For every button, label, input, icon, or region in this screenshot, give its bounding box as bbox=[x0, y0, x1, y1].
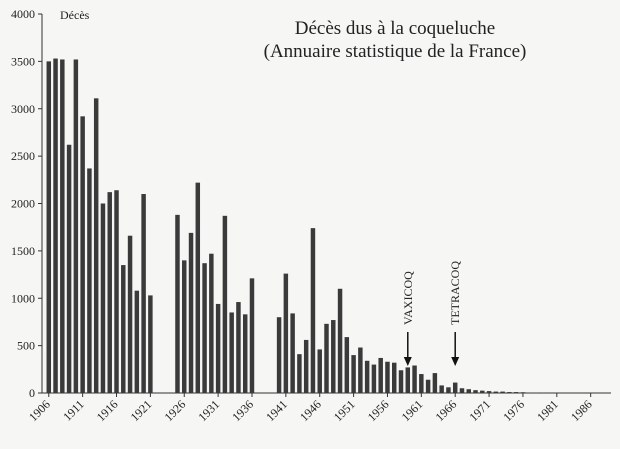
bar bbox=[249, 278, 255, 393]
bar bbox=[412, 365, 417, 393]
bar bbox=[303, 339, 309, 393]
annotation: VAXICOQ bbox=[401, 271, 415, 325]
y-tick-label: 500 bbox=[17, 339, 35, 353]
bar bbox=[344, 337, 350, 393]
bar bbox=[480, 390, 485, 393]
bar bbox=[378, 357, 383, 393]
bar bbox=[405, 367, 411, 393]
bar bbox=[209, 253, 214, 393]
chart-subtitle: (Annuaire statistique de la France) bbox=[264, 41, 527, 62]
y-axis-label: Décès bbox=[60, 8, 90, 22]
y-tick-label: 1000 bbox=[11, 291, 35, 305]
bar bbox=[80, 116, 85, 393]
bar bbox=[392, 362, 397, 393]
x-tick-label: 1956 bbox=[365, 397, 392, 424]
bar bbox=[100, 203, 106, 393]
bar bbox=[493, 391, 499, 393]
bar bbox=[121, 265, 126, 393]
bar bbox=[182, 260, 187, 393]
bar bbox=[141, 194, 146, 393]
bar bbox=[500, 391, 505, 393]
bar bbox=[432, 373, 438, 393]
bar bbox=[513, 392, 519, 393]
bar bbox=[486, 391, 492, 393]
x-tick-label: 1926 bbox=[162, 397, 189, 424]
y-tick-label: 0 bbox=[29, 386, 35, 400]
bar bbox=[202, 263, 207, 393]
y-tick-label: 2500 bbox=[11, 149, 35, 163]
bar bbox=[425, 379, 431, 393]
bar bbox=[324, 323, 329, 393]
bar bbox=[331, 320, 336, 393]
bar bbox=[148, 295, 153, 393]
bar bbox=[310, 228, 316, 393]
x-tick-label: 1946 bbox=[297, 397, 324, 424]
arrow-head bbox=[451, 357, 460, 366]
bar bbox=[337, 288, 343, 393]
bar bbox=[385, 361, 390, 393]
x-tick-label: 1921 bbox=[128, 397, 155, 424]
bar bbox=[446, 387, 451, 393]
x-tick-label: 1936 bbox=[229, 397, 256, 424]
bar bbox=[242, 314, 248, 393]
bar bbox=[317, 349, 322, 393]
bar bbox=[107, 192, 112, 393]
bar bbox=[439, 385, 444, 393]
bar bbox=[188, 232, 194, 393]
bar bbox=[290, 313, 295, 393]
arrow-head bbox=[403, 357, 412, 366]
bar bbox=[466, 389, 471, 393]
bar bbox=[358, 347, 363, 393]
bar bbox=[364, 360, 370, 393]
bar bbox=[53, 58, 58, 393]
x-tick-label: 1916 bbox=[94, 397, 121, 424]
x-tick-label: 1941 bbox=[263, 397, 290, 424]
x-tick-label: 1971 bbox=[466, 397, 493, 424]
bar bbox=[134, 290, 140, 393]
y-tick-label: 4000 bbox=[11, 7, 35, 21]
bar bbox=[114, 190, 119, 393]
bar bbox=[66, 144, 72, 393]
bar bbox=[229, 312, 234, 393]
y-tick-label: 3500 bbox=[11, 54, 35, 68]
bar bbox=[419, 374, 424, 393]
bar bbox=[93, 98, 99, 393]
bar bbox=[236, 302, 241, 393]
bar bbox=[459, 388, 465, 393]
bar bbox=[283, 273, 289, 393]
y-tick-label: 3000 bbox=[11, 102, 35, 116]
bar bbox=[46, 61, 52, 393]
bar bbox=[73, 59, 79, 393]
annotation: TETRACOQ bbox=[448, 261, 462, 325]
x-tick-label: 1981 bbox=[534, 397, 561, 424]
bar bbox=[276, 317, 282, 393]
bar bbox=[60, 59, 65, 393]
x-tick-label: 1961 bbox=[399, 397, 426, 424]
bar bbox=[473, 390, 478, 393]
bar bbox=[520, 392, 526, 393]
bar bbox=[297, 354, 302, 393]
bar bbox=[87, 168, 92, 393]
x-tick-label: 1976 bbox=[500, 397, 527, 424]
bar bbox=[371, 364, 377, 393]
y-tick-label: 1500 bbox=[11, 244, 35, 258]
y-tick-label: 2000 bbox=[11, 197, 35, 211]
bar bbox=[351, 355, 356, 393]
x-tick-label: 1966 bbox=[432, 397, 459, 424]
bar bbox=[215, 303, 221, 393]
bar bbox=[222, 215, 228, 393]
x-tick-label: 1951 bbox=[331, 397, 358, 424]
bar bbox=[398, 370, 404, 393]
chart-title: Décès dus à la coqueluche bbox=[295, 18, 495, 39]
bar bbox=[195, 182, 201, 393]
bar bbox=[175, 214, 180, 393]
x-tick-label: 1931 bbox=[195, 397, 222, 424]
bar bbox=[452, 382, 458, 393]
x-tick-label: 1911 bbox=[60, 397, 87, 424]
x-tick-label: 1906 bbox=[26, 397, 53, 424]
x-tick-label: 1986 bbox=[568, 397, 595, 424]
bar bbox=[507, 392, 512, 393]
bar bbox=[127, 235, 133, 393]
